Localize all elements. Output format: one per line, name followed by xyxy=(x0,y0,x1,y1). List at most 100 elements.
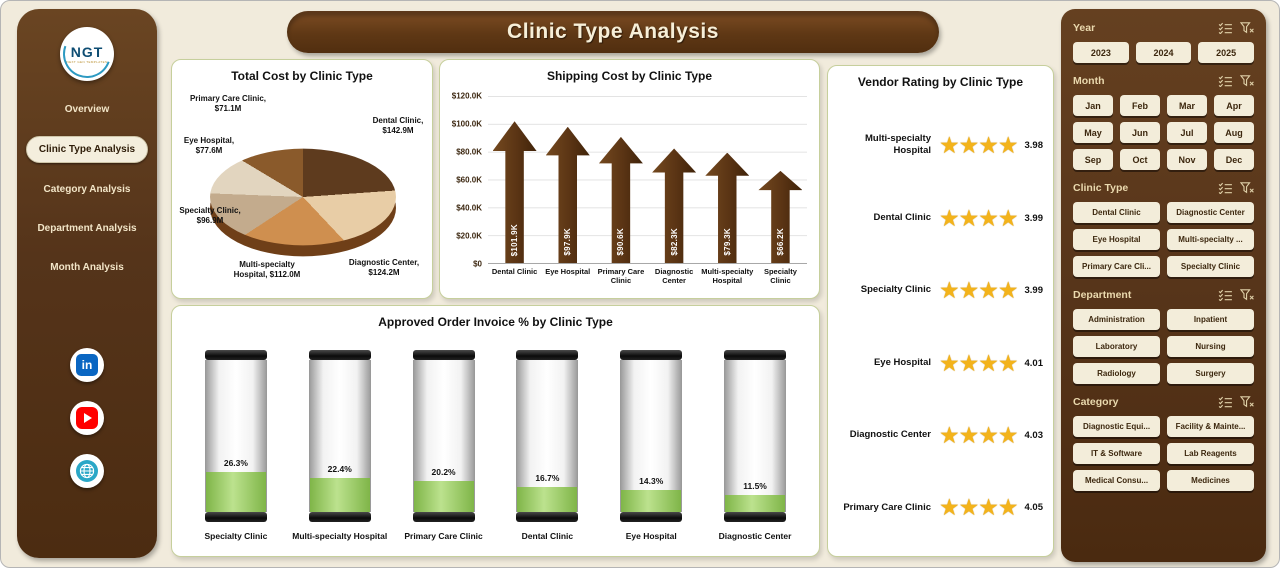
filter-month-jul[interactable]: Jul xyxy=(1167,122,1207,143)
rating-row[interactable]: Primary Care Clinic ★★★★ 4.05 xyxy=(836,496,1045,519)
rating-row[interactable]: Multi-specialty Hospital ★★★★ 3.98 xyxy=(836,133,1045,158)
rating-label: Primary Care Clinic xyxy=(843,501,931,513)
select-all-icon[interactable] xyxy=(1218,75,1233,87)
star-icons: ★★★★ xyxy=(939,277,1018,304)
youtube-icon[interactable] xyxy=(70,401,104,435)
shipping-bar[interactable]: $101.9K xyxy=(492,121,537,263)
rating-row[interactable]: Dental Clinic ★★★★ 3.99 xyxy=(836,206,1045,230)
filter-year-2024[interactable]: 2024 xyxy=(1135,42,1192,63)
filter-year-2023[interactable]: 2023 xyxy=(1073,42,1129,63)
filter-label-month: Month xyxy=(1073,75,1105,87)
battery-gauge[interactable]: 11.5% xyxy=(724,350,787,522)
globe-icon[interactable] xyxy=(70,454,104,488)
linkedin-icon[interactable]: in xyxy=(70,348,104,382)
battery-gauge[interactable]: 26.3% xyxy=(204,350,267,522)
gauge-fill xyxy=(725,494,786,512)
filter-month-nov[interactable]: Nov xyxy=(1167,149,1207,170)
battery-gauge[interactable]: 22.4% xyxy=(308,350,371,522)
filter-month-dec[interactable]: Dec xyxy=(1214,149,1254,170)
filter-dept-inpatient[interactable]: Inpatient xyxy=(1167,309,1254,330)
filter-dept-surgery[interactable]: Surgery xyxy=(1167,363,1254,384)
filter-month-mar[interactable]: Mar xyxy=(1167,95,1207,116)
page-title: Clinic Type Analysis xyxy=(507,20,719,43)
filter-month-aug[interactable]: Aug xyxy=(1214,122,1254,143)
pie-chart[interactable] xyxy=(210,148,396,246)
y-tick: $0 xyxy=(473,259,482,269)
filter-clinic-diagnostic[interactable]: Diagnostic Center xyxy=(1167,202,1254,223)
filter-month-jun[interactable]: Jun xyxy=(1120,122,1160,143)
sidebar-item-clinic-type-analysis[interactable]: Clinic Type Analysis xyxy=(26,136,148,163)
filter-year-2025[interactable]: 2025 xyxy=(1198,42,1254,63)
filter-clinic-primary[interactable]: Primary Care Cli... xyxy=(1073,256,1160,277)
filter-cat-facility-maintenance[interactable]: Facility & Mainte... xyxy=(1167,416,1254,437)
filter-clinic-dental[interactable]: Dental Clinic xyxy=(1073,202,1160,223)
gauge-label: Specialty Clinic xyxy=(204,531,268,541)
gauge-fill xyxy=(205,472,266,512)
filter-month-apr[interactable]: Apr xyxy=(1214,95,1254,116)
clear-filter-icon[interactable] xyxy=(1240,289,1254,301)
rating-value: 4.03 xyxy=(1024,429,1043,441)
shipping-bar[interactable]: $82.3K xyxy=(652,148,697,263)
filter-label-clinic-type: Clinic Type xyxy=(1073,182,1129,194)
sidebar-item-department-analysis[interactable]: Department Analysis xyxy=(37,223,137,234)
social-links: in xyxy=(70,348,104,488)
filter-month-may[interactable]: May xyxy=(1073,122,1113,143)
shipping-bar[interactable]: $90.6K xyxy=(598,136,643,263)
select-all-icon[interactable] xyxy=(1218,289,1233,301)
select-all-icon[interactable] xyxy=(1218,182,1233,194)
gauge-cap-bottom xyxy=(516,512,579,522)
sidebar-item-category-analysis[interactable]: Category Analysis xyxy=(43,184,131,195)
filter-month-jan[interactable]: Jan xyxy=(1073,95,1113,116)
filter-month-feb[interactable]: Feb xyxy=(1120,95,1160,116)
gauge-value: 20.2% xyxy=(431,467,456,478)
filter-dept-radiology[interactable]: Radiology xyxy=(1073,363,1160,384)
filter-month-sep[interactable]: Sep xyxy=(1073,149,1113,170)
shipping-bar[interactable]: $66.2K xyxy=(758,170,803,263)
clear-filter-icon[interactable] xyxy=(1240,22,1254,34)
filter-dept-administration[interactable]: Administration xyxy=(1073,309,1160,330)
gauge-fill xyxy=(413,481,474,512)
sidebar-item-overview[interactable]: Overview xyxy=(64,104,110,115)
rating-label: Dental Clinic xyxy=(873,212,931,224)
filter-cat-it-software[interactable]: IT & Software xyxy=(1073,443,1160,464)
sidebar-item-month-analysis[interactable]: Month Analysis xyxy=(50,262,124,273)
select-all-icon[interactable] xyxy=(1218,396,1233,408)
gauge-label: Dental Clinic xyxy=(521,531,574,541)
bar-value-label: $79.3K xyxy=(722,228,732,256)
clear-filter-icon[interactable] xyxy=(1240,75,1254,87)
filter-cat-diagnostic-equipment[interactable]: Diagnostic Equi... xyxy=(1073,416,1160,437)
rating-row[interactable]: Diagnostic Center ★★★★ 4.03 xyxy=(836,423,1045,447)
gauge-value: 16.7% xyxy=(535,472,560,483)
filter-cat-lab-reagents[interactable]: Lab Reagents xyxy=(1167,443,1254,464)
bar-value-label: $66.2K xyxy=(775,228,785,256)
filter-month-oct[interactable]: Oct xyxy=(1120,149,1160,170)
filter-dept-nursing[interactable]: Nursing xyxy=(1167,336,1254,357)
shipping-bar[interactable]: $97.9K xyxy=(545,126,590,263)
filter-cat-medical-consumables[interactable]: Medical Consu... xyxy=(1073,470,1160,491)
gauge-cap-bottom xyxy=(724,512,787,522)
filter-cat-medicines[interactable]: Medicines xyxy=(1167,470,1254,491)
gauge-value: 26.3% xyxy=(223,458,248,469)
star-icons: ★★★★ xyxy=(939,494,1018,521)
filter-clinic-eye[interactable]: Eye Hospital xyxy=(1073,229,1160,250)
shipping-bar[interactable]: $79.3K xyxy=(705,152,750,263)
bar-value-label: $101.9K xyxy=(510,223,520,256)
filter-section-month: Month Jan Feb Mar Apr May Jun Jul Aug Se… xyxy=(1073,72,1254,170)
pie-label-specialty: Specialty Clinic, $96.9M xyxy=(179,206,241,225)
battery-gauge[interactable]: 20.2% xyxy=(412,350,475,522)
clear-filter-icon[interactable] xyxy=(1240,396,1254,408)
battery-gauge[interactable]: 14.3% xyxy=(620,350,683,522)
clear-filter-icon[interactable] xyxy=(1240,182,1254,194)
rating-label: Eye Hospital xyxy=(873,356,931,368)
filter-clinic-specialty[interactable]: Specialty Clinic xyxy=(1167,256,1254,277)
shipping-chart-title: Shipping Cost by Clinic Type xyxy=(546,69,713,83)
filter-clinic-multi[interactable]: Multi-specialty ... xyxy=(1167,229,1254,250)
battery-gauge[interactable]: 16.7% xyxy=(516,350,579,522)
rating-row[interactable]: Specialty Clinic ★★★★ 3.99 xyxy=(836,279,1045,302)
rating-row[interactable]: Eye Hospital ★★★★ 4.01 xyxy=(836,351,1045,375)
filter-sidebar: Year 2023 2024 2025 Month J xyxy=(1061,9,1266,562)
select-all-icon[interactable] xyxy=(1218,22,1233,34)
gauge-label: Diagnostic Center xyxy=(718,531,792,541)
filter-dept-laboratory[interactable]: Laboratory xyxy=(1073,336,1160,357)
